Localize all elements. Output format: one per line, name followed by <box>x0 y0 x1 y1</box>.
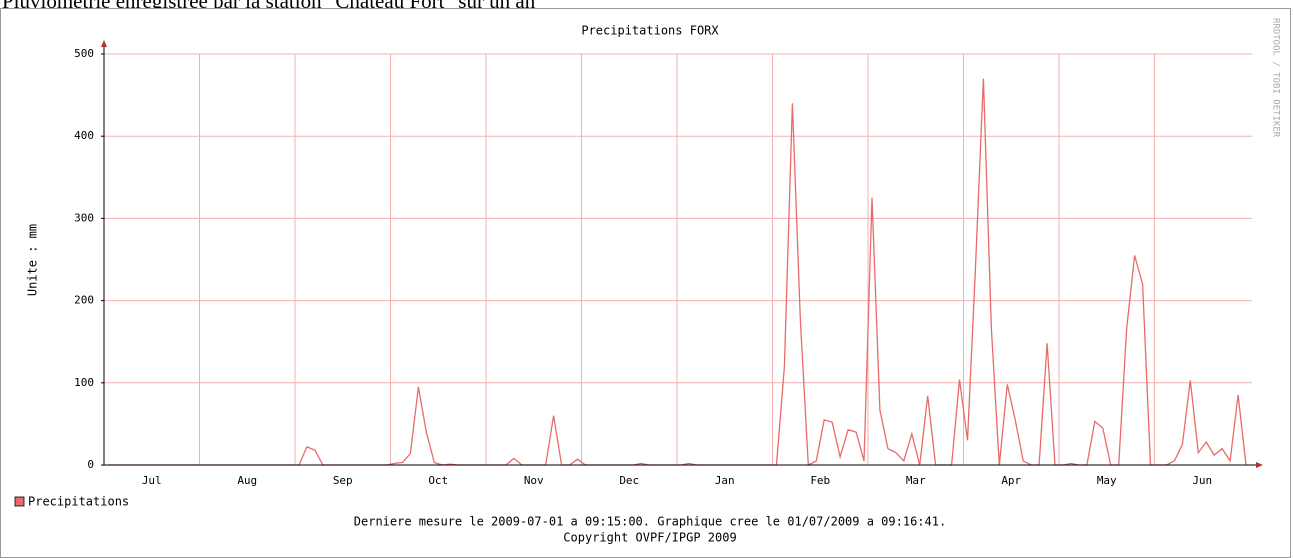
x-tick-label: Apr <box>1001 474 1021 487</box>
x-tick-label: Nov <box>524 474 544 487</box>
grid <box>101 53 1252 466</box>
legend-label: Precipitations <box>28 495 129 509</box>
x-tick-label: Aug <box>237 474 257 487</box>
y-axis-arrow <box>101 40 107 47</box>
y-tick-label: 300 <box>74 211 94 224</box>
x-tick-label: Jul <box>142 474 162 487</box>
chart-frame <box>0 8 1291 558</box>
x-tick-label: Dec <box>619 474 639 487</box>
y-tick-label: 400 <box>74 129 94 142</box>
chart-title: Precipitations FORX <box>581 24 719 38</box>
x-axis-arrow <box>1256 462 1263 468</box>
footer-line: Derniere mesure le 2009-07-01 a 09:15:00… <box>354 515 946 529</box>
x-tick-label: Oct <box>428 474 448 487</box>
legend-swatch <box>14 496 25 507</box>
y-tick-label: 0 <box>87 458 94 471</box>
x-tick-label: May <box>1097 474 1117 487</box>
y-axis-label: Unite : mm <box>26 224 40 296</box>
x-tick-label: Feb <box>810 474 830 487</box>
y-tick-label: 500 <box>74 47 94 60</box>
y-tick-label: 100 <box>74 376 94 389</box>
footer-line: Copyright OVPF/IPGP 2009 <box>563 531 736 545</box>
x-tick-label: Sep <box>333 474 353 487</box>
x-tick-label: Mar <box>906 474 926 487</box>
x-tick-label: Jun <box>1192 474 1212 487</box>
y-tick-label: 200 <box>74 294 94 307</box>
x-tick-label: Jan <box>715 474 735 487</box>
watermark: RRDTOOL / TOBI OETIKER <box>1271 18 1281 138</box>
